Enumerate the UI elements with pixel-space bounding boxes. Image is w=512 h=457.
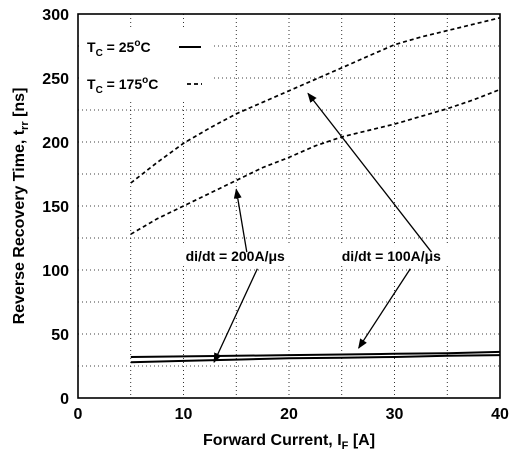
- x-tick-label: 10: [175, 406, 193, 423]
- annotations: di/dt = 200A/μs di/dt = 100A/μs: [181, 92, 460, 364]
- plot-frame: [77, 13, 501, 399]
- annotation-label: di/dt = 100A/μs: [342, 248, 441, 264]
- annotation-label: di/dt = 200A/μs: [186, 248, 285, 264]
- x-tick-label: 0: [74, 406, 83, 423]
- annotation-arrow: [358, 268, 411, 349]
- series-line-4-dashed: [130, 88, 501, 235]
- x-tick-label: 20: [280, 406, 298, 423]
- y-tick-label: 100: [42, 263, 69, 280]
- series-group: [130, 16, 501, 364]
- y-tick-label: 50: [51, 327, 69, 344]
- y-tick-label: 0: [60, 391, 69, 408]
- y-tick-label: 150: [42, 199, 69, 216]
- series-line-1-solid: [130, 350, 501, 358]
- y-tick-label: 300: [42, 7, 69, 24]
- y-tick-label: 250: [42, 71, 69, 88]
- legend-entry-label: TC = 25oC: [87, 38, 151, 59]
- y-axis-label: Reverse Recovery Time, trr [ns]: [11, 88, 31, 325]
- legend-background: [80, 27, 212, 99]
- legend: TC = 25oC TC = 175oC: [80, 27, 212, 99]
- x-tick-label: 30: [386, 406, 404, 423]
- tick-labels: 0 10 20 30 40 0 50 100 150 200 250 300: [42, 7, 509, 423]
- series-line-2-solid: [130, 354, 501, 364]
- legend-entry-label: TC = 175oC: [87, 75, 158, 96]
- annotation-arrow: [307, 92, 432, 253]
- annotation-arrow: [213, 268, 258, 364]
- annotation-background: [337, 246, 460, 267]
- annotation-background: [181, 246, 304, 267]
- y-tick-label: 200: [42, 135, 69, 152]
- series-line-3-dashed: [130, 16, 501, 184]
- x-axis-label: Forward Current, IF [A]: [203, 432, 375, 452]
- x-tick-label: 40: [491, 406, 509, 423]
- annotation-arrow: [233, 188, 248, 253]
